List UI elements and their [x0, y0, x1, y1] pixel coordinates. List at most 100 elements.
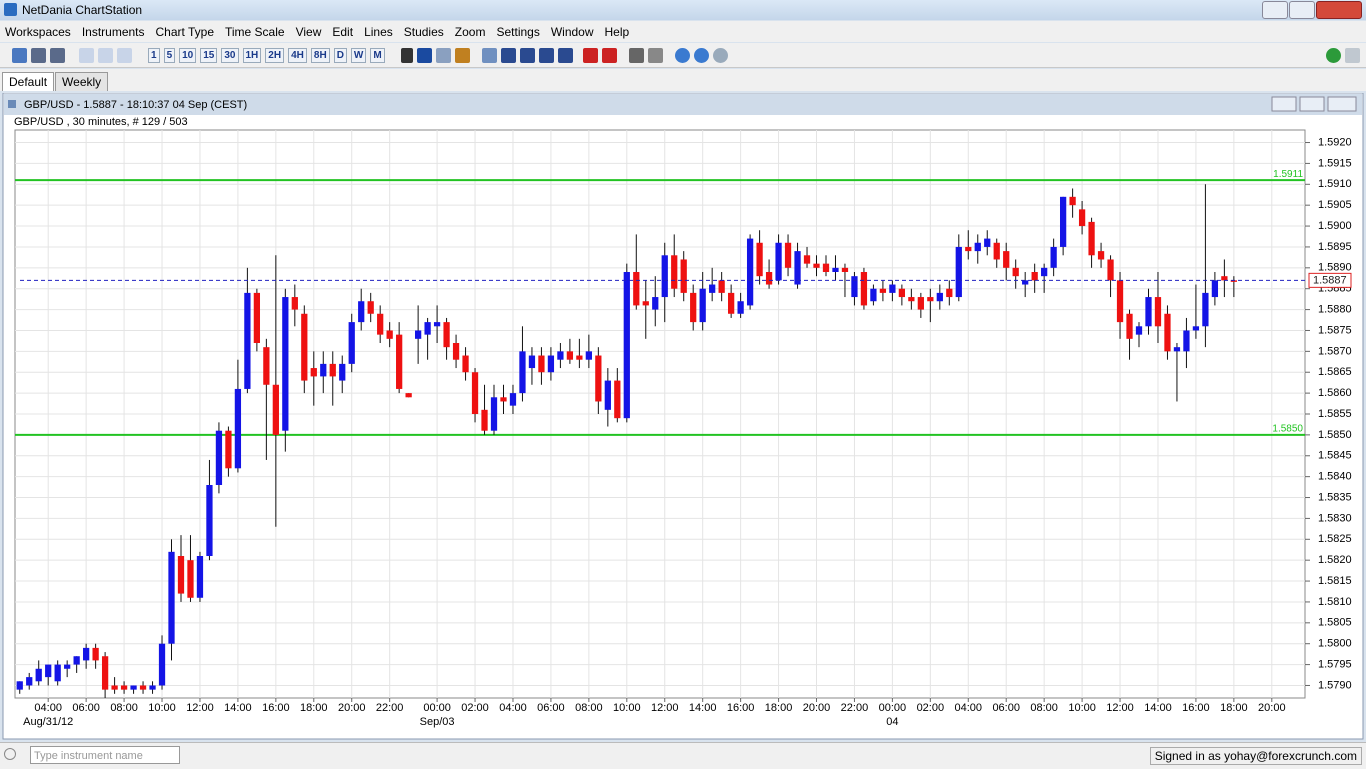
- menu-item[interactable]: Time Scale: [225, 24, 285, 39]
- x-tick-label: 12:00: [186, 702, 214, 714]
- candle-body: [1097, 251, 1105, 260]
- delete-icon[interactable]: [582, 47, 598, 63]
- menu-item[interactable]: Settings: [496, 24, 540, 39]
- timeframe-button[interactable]: 15: [200, 47, 218, 63]
- zoom-in-icon[interactable]: [674, 47, 690, 63]
- zoom-reset-icon[interactable]: [712, 47, 728, 63]
- pin-icon[interactable]: [1345, 47, 1360, 63]
- candle-body: [424, 322, 431, 335]
- menu-item[interactable]: Zoom: [454, 24, 486, 39]
- workspace-tab[interactable]: Weekly: [55, 72, 109, 91]
- candle-body: [405, 393, 412, 398]
- menu-item[interactable]: View: [295, 24, 322, 39]
- y-tick-label: 1.5865: [1318, 366, 1352, 378]
- new-icon[interactable]: [12, 47, 27, 63]
- minimize-button[interactable]: [1262, 1, 1288, 19]
- candle-body: [386, 330, 393, 339]
- save-as-icon[interactable]: [50, 47, 65, 63]
- grid-icon[interactable]: [416, 47, 432, 63]
- candle-body: [1135, 326, 1143, 335]
- candle-body: [1192, 326, 1200, 331]
- timeframe-button[interactable]: M: [370, 47, 385, 63]
- y-tick-label: 1.5910: [1318, 178, 1352, 190]
- candle-body: [661, 255, 668, 298]
- workspace-tab[interactable]: Default: [2, 72, 55, 91]
- candle-body: [709, 284, 716, 293]
- save-icon[interactable]: [31, 47, 46, 63]
- candle-body: [215, 430, 223, 485]
- delete-all-icon[interactable]: [601, 47, 617, 63]
- chart-maximize[interactable]: [1299, 96, 1325, 112]
- candle-body: [452, 343, 460, 360]
- tool-icon[interactable]: [435, 47, 451, 63]
- menu-item[interactable]: Help: [604, 24, 630, 39]
- close-button[interactable]: [1316, 1, 1362, 19]
- timeframe-button[interactable]: 8H: [310, 47, 330, 63]
- candle-body: [547, 355, 555, 373]
- candle-body: [253, 292, 261, 343]
- menu-item[interactable]: Instruments: [81, 24, 145, 39]
- timeframe-button[interactable]: 10: [179, 47, 197, 63]
- chart-window-title: GBP/USD - 1.5887 - 18:10:37 04 Sep (CEST…: [24, 99, 247, 111]
- menu-item[interactable]: Edit: [332, 24, 354, 39]
- instrument-search[interactable]: Type instrument name: [30, 746, 180, 764]
- alert-icon[interactable]: [481, 47, 497, 63]
- y-tick-label: 1.5890: [1318, 262, 1352, 274]
- crosshair-icon[interactable]: [400, 47, 413, 63]
- timeframe-button[interactable]: W: [350, 47, 367, 63]
- timeframe-button[interactable]: 5: [163, 47, 176, 63]
- candle-body: [1059, 196, 1067, 247]
- zoom-out-icon[interactable]: [693, 47, 709, 63]
- draw-icon[interactable]: [538, 47, 554, 63]
- x-tick-label: 00:00: [879, 702, 907, 714]
- draw-icon[interactable]: [519, 47, 535, 63]
- timeframe-button[interactable]: 1H: [242, 47, 262, 63]
- maximize-button[interactable]: [1289, 1, 1315, 19]
- timeframe-button[interactable]: 2H: [265, 47, 285, 63]
- candle-body: [1003, 251, 1010, 268]
- candle-body: [974, 242, 981, 252]
- menu-bar: Workspaces Instruments Chart Type Time Scal…: [0, 21, 1366, 42]
- candle-body: [860, 272, 868, 306]
- studies-icon[interactable]: [454, 47, 470, 63]
- candle-body: [500, 397, 507, 402]
- preview-icon[interactable]: [647, 47, 663, 63]
- menu-item[interactable]: Window: [550, 24, 594, 39]
- level-label: 1.5911: [1273, 169, 1303, 180]
- candle-body: [414, 330, 422, 339]
- timeframe-button[interactable]: 4H: [288, 47, 307, 63]
- menu-item[interactable]: Studies: [403, 24, 444, 39]
- candle-body: [832, 267, 839, 272]
- chart-minimize[interactable]: [1271, 96, 1297, 112]
- candle-body: [490, 397, 498, 431]
- candle-body: [917, 297, 924, 310]
- print-icon[interactable]: [628, 47, 644, 63]
- candle-body: [984, 238, 991, 247]
- toolbar: 1 5 10 15 30 1H 2H 4H 8H D W M: [0, 43, 1366, 68]
- menu-item[interactable]: Workspaces: [5, 24, 71, 39]
- candle-body: [519, 351, 526, 394]
- draw-icon[interactable]: [500, 47, 516, 63]
- draw-icon[interactable]: [557, 47, 573, 63]
- chart-type-icon[interactable]: [79, 47, 94, 63]
- y-tick-label: 1.5870: [1318, 345, 1352, 357]
- candle-body: [889, 284, 896, 293]
- candle-body: [898, 288, 906, 298]
- timeframe-button[interactable]: 30: [221, 47, 239, 63]
- x-tick-label: 06:00: [537, 702, 565, 714]
- y-tick-label: 1.5895: [1318, 241, 1352, 253]
- menu-item[interactable]: Lines: [364, 24, 393, 39]
- bar-icon[interactable]: [98, 47, 113, 63]
- line-icon[interactable]: [117, 47, 132, 63]
- candle-body: [433, 322, 441, 327]
- candle-body: [244, 292, 251, 389]
- x-tick-label: 18:00: [765, 702, 793, 714]
- candle-body: [908, 297, 915, 302]
- timeframe-button[interactable]: D: [333, 47, 347, 63]
- timeframe-button[interactable]: 1: [148, 47, 160, 63]
- menu-item[interactable]: Chart Type: [155, 24, 214, 39]
- candle-body: [301, 313, 308, 381]
- candle-body: [187, 560, 194, 598]
- chart-close[interactable]: [1327, 96, 1357, 112]
